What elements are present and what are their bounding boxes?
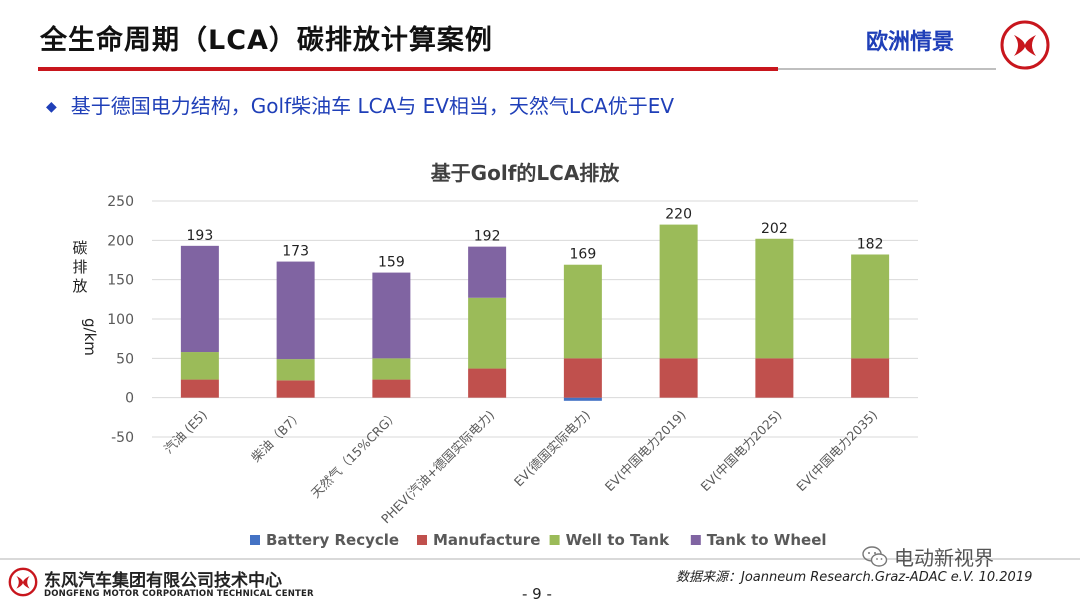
bar-segment <box>468 297 507 369</box>
y-axis-label: 放 <box>72 277 87 295</box>
x-tick-label: EV(中国电力2025) <box>698 407 785 494</box>
y-axis-label: 碳 <box>72 239 87 257</box>
data-label: 159 <box>378 255 405 271</box>
footer-company-name: 东风汽车集团有限公司技术中心 <box>44 571 282 591</box>
y-tick-label: 200 <box>107 233 134 249</box>
legend-label: Well to Tank <box>566 531 670 549</box>
data-label: 220 <box>665 207 692 223</box>
legend-swatch <box>690 535 701 545</box>
y-tick-label: 250 <box>107 194 134 210</box>
bar-segment <box>468 246 507 298</box>
bar-segment <box>180 245 219 353</box>
data-label: 193 <box>187 228 214 244</box>
data-source: 数据来源：Joanneum Research.Graz-ADAC e.V. 10… <box>676 570 1033 585</box>
bar-segment <box>276 261 315 360</box>
bar-segment <box>563 264 602 359</box>
y-tick-label: 50 <box>116 351 134 367</box>
page-number: - 9 - <box>522 585 552 603</box>
legend-label: Battery Recycle <box>266 531 399 549</box>
bar-segment <box>563 358 602 398</box>
x-tick-label: EV(中国电力2019) <box>602 407 689 494</box>
x-tick-label: EV(中国电力2035) <box>793 407 880 494</box>
data-label: 173 <box>282 244 309 260</box>
chart-title: 基于Golf的LCA排放 <box>431 161 621 185</box>
bar-segment <box>755 358 794 398</box>
bar-segment <box>180 379 219 398</box>
x-tick-label: 汽油 (E5) <box>161 407 210 456</box>
legend-swatch <box>417 535 427 545</box>
bar-segment <box>659 224 698 359</box>
data-label: 192 <box>474 229 501 245</box>
y-tick-label: 100 <box>107 312 134 328</box>
y-axis-label-unit: g/km <box>81 318 99 356</box>
data-label: 169 <box>570 247 597 263</box>
bar-segment <box>755 238 794 359</box>
y-tick-label: 0 <box>125 391 134 407</box>
y-tick-label: 150 <box>107 273 134 289</box>
watermark: 电动新视界 <box>862 542 994 571</box>
legend-label: Tank to Wheel <box>707 531 827 549</box>
bar-segment <box>276 359 315 381</box>
bar-segment <box>372 379 411 398</box>
bar-segment <box>372 358 411 380</box>
legend-label: Manufacture <box>433 531 540 549</box>
y-axis-label: 排 <box>72 258 87 276</box>
footer-logo-icon <box>8 567 38 597</box>
x-tick-label: 柴油（B7） <box>248 407 306 465</box>
footer-divider <box>0 558 1080 560</box>
data-label: 182 <box>857 236 884 252</box>
legend-swatch <box>250 535 260 545</box>
footer-company-name-en: DONGFENG MOTOR CORPORATION TECHNICAL CEN… <box>44 589 314 599</box>
bar-segment <box>180 352 219 380</box>
bar-segment <box>276 380 315 398</box>
x-tick-label: 天然气（15%CRG） <box>308 407 402 501</box>
dongfeng-logo-icon <box>1000 20 1050 70</box>
data-label: 202 <box>761 221 788 237</box>
key-finding-text: 基于德国电力结构，Golf柴油车 LCA与 EV相当，天然气LCA优于EV <box>70 94 675 118</box>
key-finding: ◆ 基于德国电力结构，Golf柴油车 LCA与 EV相当，天然气LCA优于EV <box>46 90 674 119</box>
diamond-bullet-icon: ◆ <box>46 99 57 115</box>
watermark-text: 电动新视界 <box>894 546 994 570</box>
x-tick-label: PHEV(汽油+德国实际电力) <box>378 407 497 526</box>
x-tick-label: EV(德国实际电力) <box>511 407 593 489</box>
bar-segment <box>372 272 411 359</box>
header-divider-gray <box>778 68 996 70</box>
header-divider-red <box>38 67 778 71</box>
bar-segment <box>563 397 602 401</box>
bar-segment <box>468 368 507 398</box>
bar-segment <box>851 254 890 359</box>
page-title: 全生命周期（LCA）碳排放计算案例 <box>40 25 493 56</box>
bar-segment <box>659 358 698 398</box>
region-label: 欧洲情景 <box>866 30 955 55</box>
y-tick-label: -50 <box>111 430 134 446</box>
wechat-icon <box>862 545 888 567</box>
legend-swatch <box>549 535 560 545</box>
bar-segment <box>851 358 890 398</box>
